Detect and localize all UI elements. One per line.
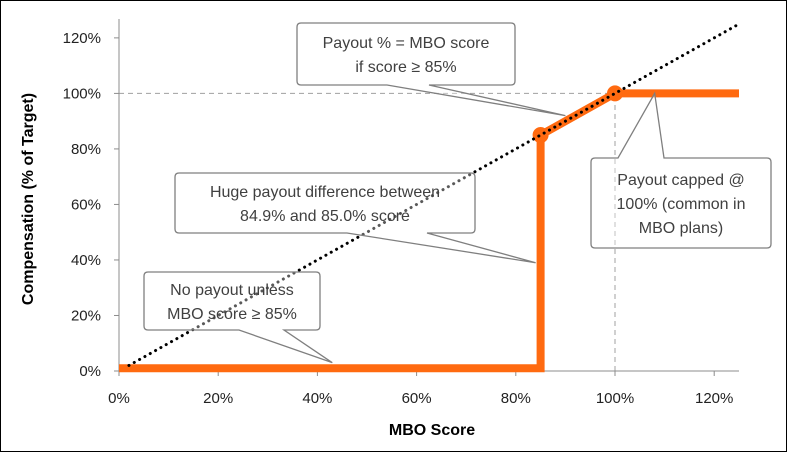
y-tick-label: 120% xyxy=(63,30,101,47)
callout-text: 100% (common in xyxy=(617,196,746,213)
y-tick-label: 80% xyxy=(71,141,101,158)
callout-text: 84.9% and 85.0% score xyxy=(240,208,410,225)
callout-box xyxy=(296,22,566,117)
y-tick-label: 100% xyxy=(63,85,101,102)
x-tick-label: 100% xyxy=(596,390,634,407)
callout: Payout % = MBO score if score ≥ 85% xyxy=(296,22,566,117)
x-axis-title: MBO Score xyxy=(389,422,475,439)
x-tick-label: 60% xyxy=(402,390,432,407)
diagonal-reference-series xyxy=(127,22,741,367)
x-tick-label: 120% xyxy=(695,390,733,407)
callout-box xyxy=(590,91,772,249)
callout: Huge payout difference between 84.9% and … xyxy=(174,172,536,264)
y-tick-label: 60% xyxy=(71,196,101,213)
callout: Payout capped @ 100% (common in MBO plans) xyxy=(590,91,772,249)
payout-marker xyxy=(532,127,549,144)
y-tick-label: 0% xyxy=(79,363,101,380)
callout-box xyxy=(143,271,333,364)
callout-text: MBO score ≥ 85% xyxy=(167,306,297,323)
callout: No payout unless MBO score ≥ 85% xyxy=(143,271,333,364)
callout-text: if score ≥ 85% xyxy=(355,59,456,76)
x-tick-label: 0% xyxy=(108,390,130,407)
x-tick-label: 20% xyxy=(203,390,233,407)
x-tick-label: 80% xyxy=(501,390,531,407)
y-tick-label: 20% xyxy=(71,307,101,324)
axes: 0% 20% 40% 60% 80% 100% 120% 0% 20% 40% 60% 80% 100%… xyxy=(63,19,739,407)
payout-marker xyxy=(607,85,623,102)
series xyxy=(119,22,741,373)
callout-text: MBO plans) xyxy=(639,220,723,237)
callout-box xyxy=(174,172,536,264)
y-axis-title: Compensation (% of Target) xyxy=(20,93,37,305)
callout-text: Payout % = MBO score xyxy=(323,35,490,52)
callout-text: Huge payout difference between xyxy=(210,184,440,201)
callout-text: No payout unless xyxy=(170,282,294,299)
y-tick-label: 40% xyxy=(71,252,101,269)
callouts: Payout % = MBO score if score ≥ 85% Huge p… xyxy=(143,22,772,364)
callout-text: Payout capped @ xyxy=(617,172,744,189)
x-tick-label: 40% xyxy=(302,390,332,407)
